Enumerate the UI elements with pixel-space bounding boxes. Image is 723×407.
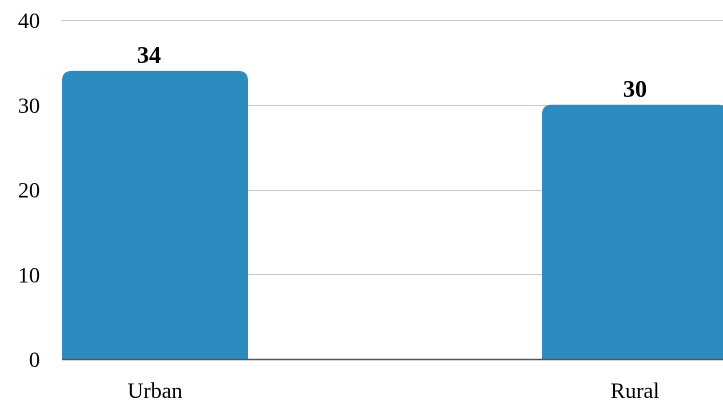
bar-urban	[62, 70, 248, 359]
y-tick-label-40: 40	[18, 8, 40, 33]
y-tick-label-0: 0	[29, 347, 40, 372]
y-tick-label-30: 30	[18, 93, 40, 118]
data-label-rural: 30	[623, 77, 647, 103]
x-axis-labels: Urban Rural	[128, 378, 660, 403]
y-tick-label-10: 10	[18, 262, 40, 287]
data-labels: 34 30	[137, 43, 647, 103]
bars	[62, 70, 723, 359]
x-tick-label-urban: Urban	[128, 378, 183, 403]
y-tick-label-20: 20	[18, 178, 40, 203]
y-axis-ticks: 0 10 20 30 40	[18, 8, 40, 372]
x-tick-label-rural: Rural	[611, 378, 660, 403]
data-label-urban: 34	[137, 43, 161, 69]
bar-rural	[542, 104, 723, 359]
